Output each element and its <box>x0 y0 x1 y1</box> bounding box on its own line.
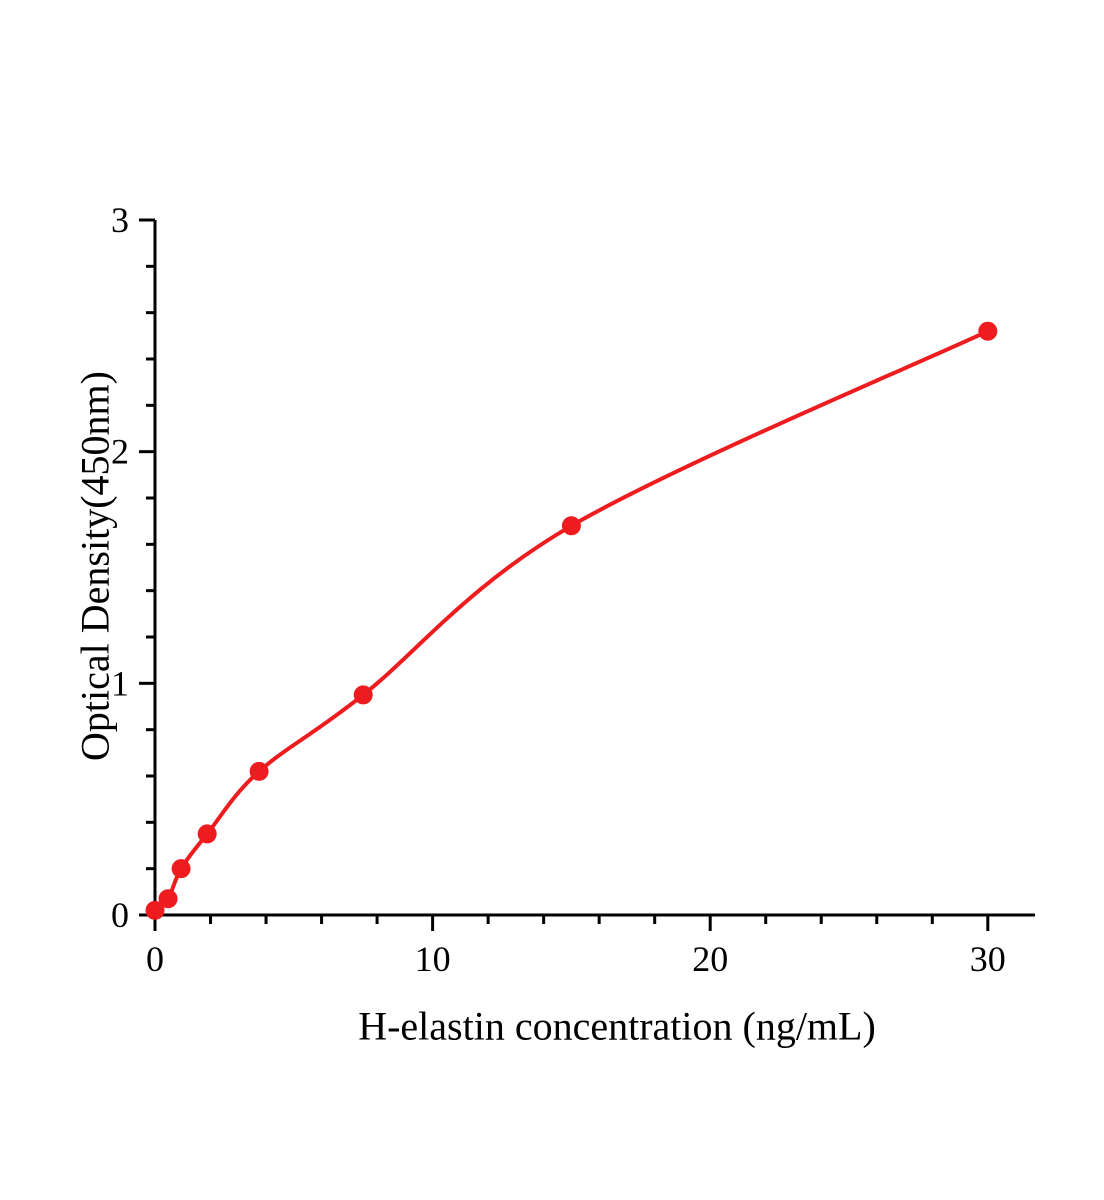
x-tick-label: 10 <box>415 939 451 979</box>
y-tick-label: 2 <box>111 432 129 472</box>
data-point <box>353 685 373 705</box>
x-tick-label: 20 <box>692 939 728 979</box>
y-tick-label: 1 <box>111 663 129 703</box>
data-point <box>561 516 581 536</box>
y-axis-title: Optical Density(450nm) <box>72 371 118 761</box>
y-tick-label: 0 <box>111 895 129 935</box>
data-point <box>978 321 998 341</box>
y-tick-label: 3 <box>111 200 129 240</box>
data-point <box>171 859 191 879</box>
data-point <box>197 824 217 844</box>
data-point <box>145 900 165 920</box>
x-axis-title: H-elastin concentration (ng/mL) <box>358 1003 876 1049</box>
x-tick-label: 0 <box>146 939 164 979</box>
data-point <box>158 889 178 909</box>
x-tick-label: 30 <box>970 939 1006 979</box>
data-point <box>249 761 269 781</box>
fit-curve <box>153 329 990 913</box>
